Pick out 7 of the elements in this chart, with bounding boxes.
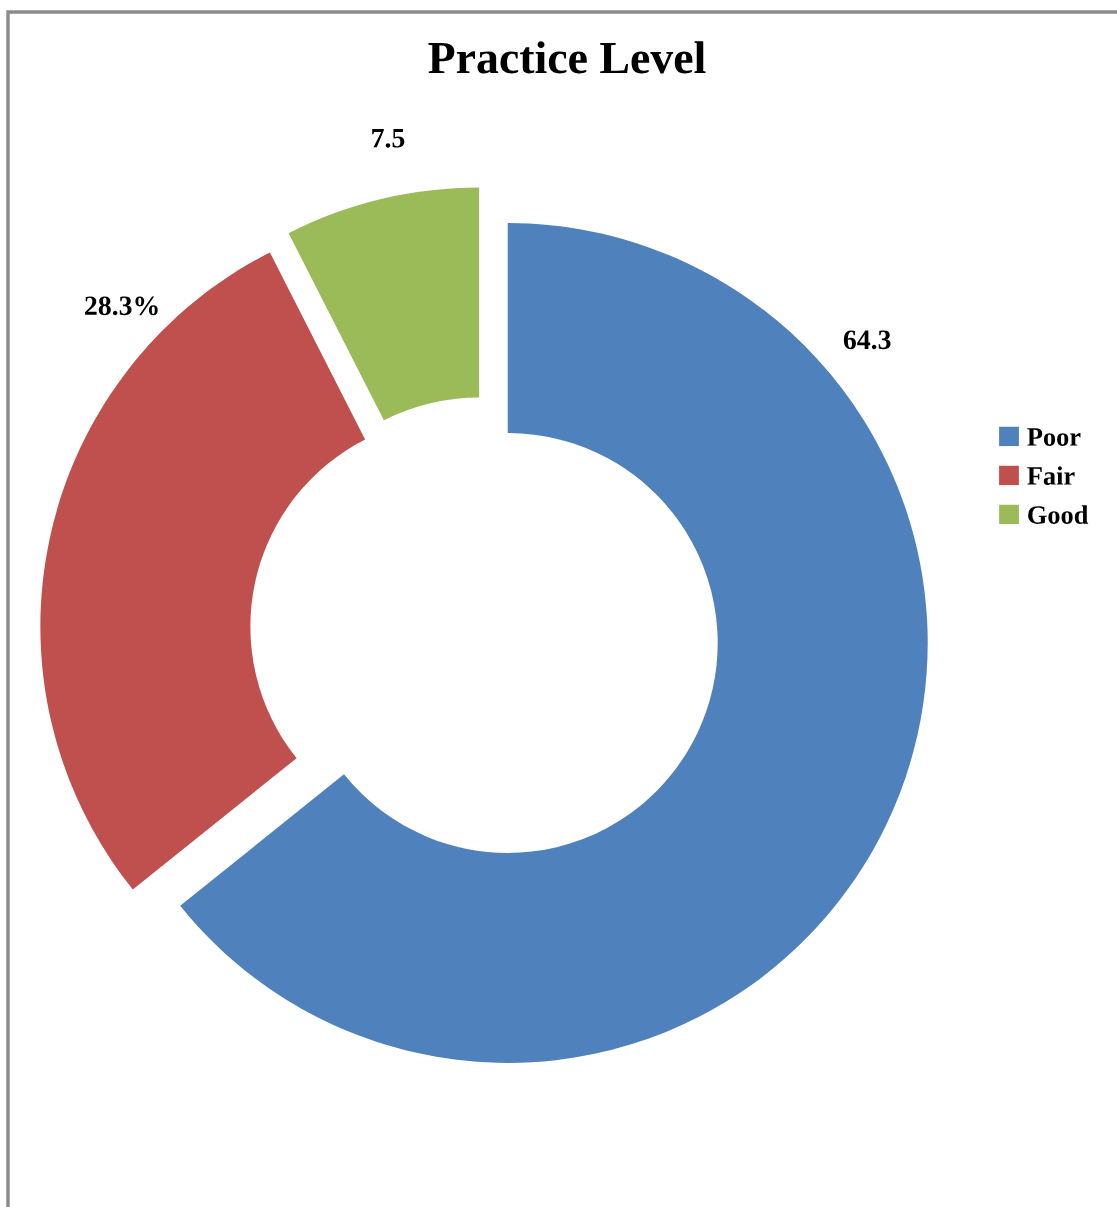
legend-label: Poor [1027, 428, 1081, 446]
legend-label: Fair [1027, 466, 1075, 485]
data-label: 7.5 [372, 129, 405, 148]
data-label: 64.3 [843, 330, 891, 350]
data-label: 28.3% [85, 296, 158, 316]
chart-title: Practice Level [428, 41, 706, 74]
legend-label: Good [1028, 505, 1089, 524]
